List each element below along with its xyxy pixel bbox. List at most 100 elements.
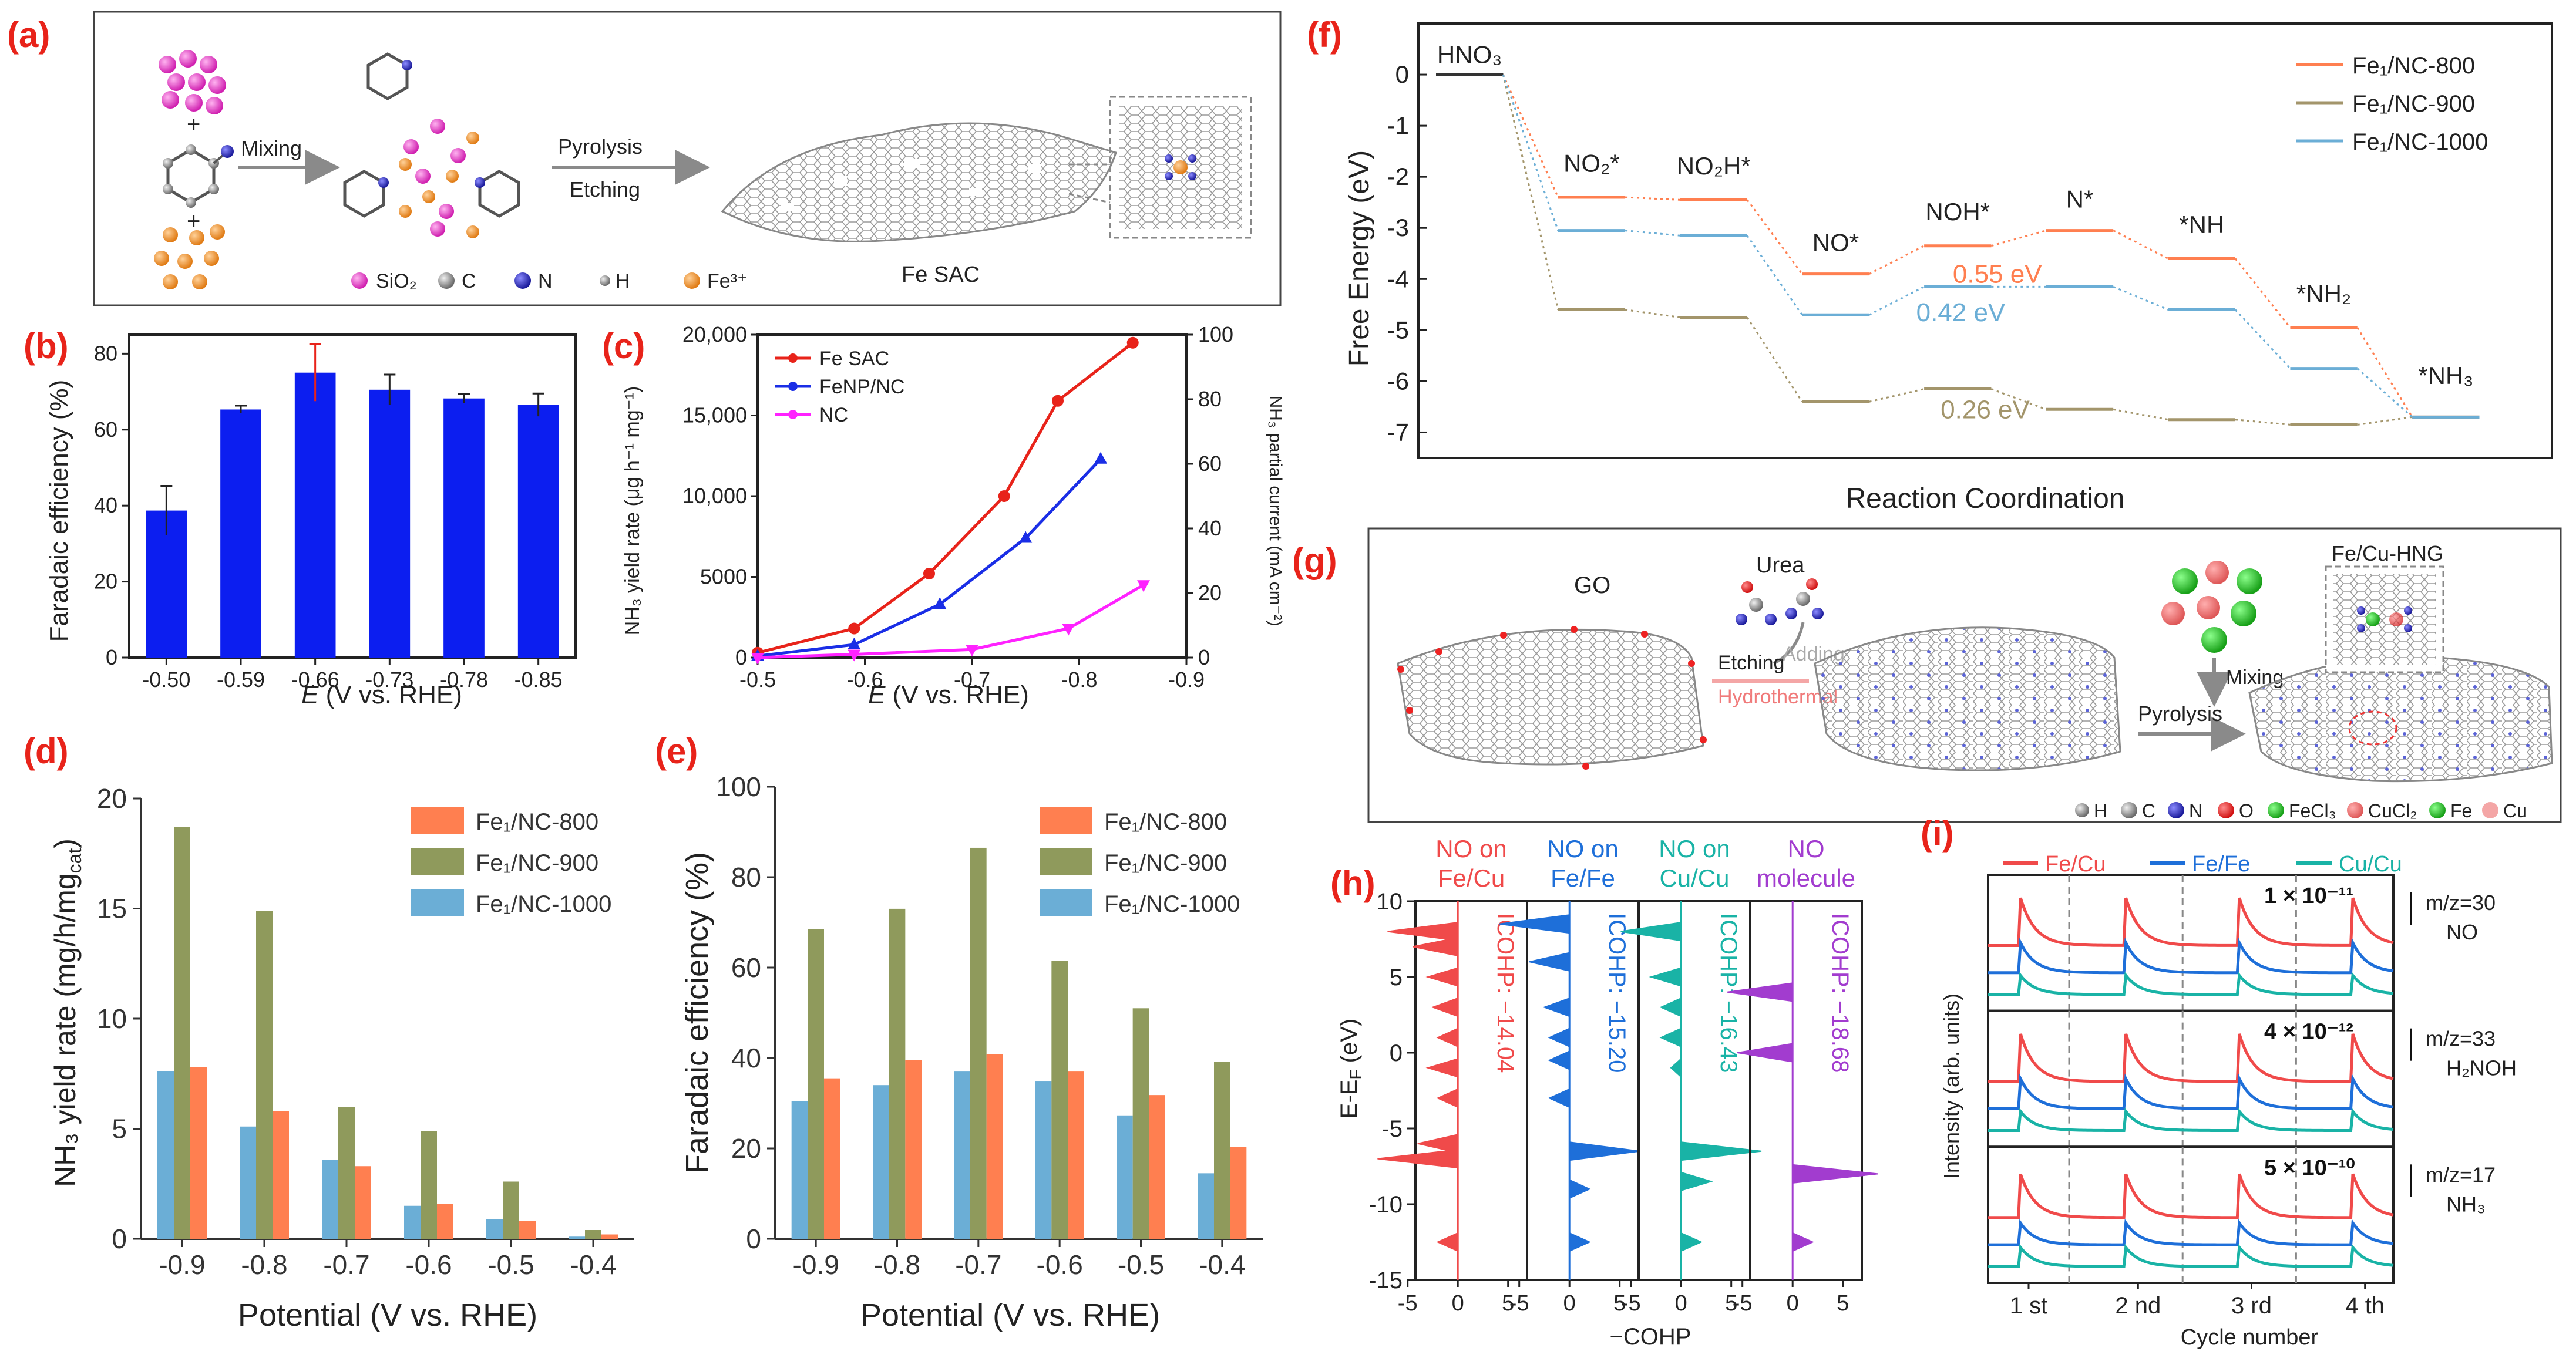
ms-trace [1988, 1219, 2394, 1246]
svg-text:SiO₂: SiO₂ [376, 270, 417, 292]
ms-trace [1988, 1033, 2394, 1083]
legend-marker [788, 410, 798, 419]
data-point [848, 622, 860, 635]
x-tick-label: -0.66 [291, 668, 339, 692]
x-tick-label: -0.4 [1199, 1249, 1245, 1280]
legend-label: Fe₁/NC-900 [476, 850, 598, 876]
svg-text:Fe: Fe [2450, 800, 2472, 821]
ms-trace [1988, 972, 2394, 996]
y-tick-label: -1 [1387, 112, 1409, 139]
bar-1 [1051, 961, 1068, 1239]
y-tick-label: 0 [735, 645, 747, 669]
mz-label: m/z=30 [2426, 891, 2496, 915]
x-tick-label: -0.73 [365, 668, 413, 692]
y-tick-label: 10 [97, 1003, 127, 1034]
panel-d-ylabel: NH₃ yield rate (mg/h/mgcat) [49, 838, 85, 1187]
bar-2 [190, 1067, 207, 1239]
data-point [1062, 624, 1075, 636]
panel-b: (b) 0 20 40 60 80 -0.50 -0.59 -0.66 -0.73 -0.78 -0… [23, 326, 577, 709]
y-tick-label: 20,000 [682, 322, 747, 346]
connector [2113, 408, 2168, 421]
bar-2 [1230, 1147, 1247, 1239]
connector [2234, 258, 2291, 328]
bar-1 [338, 1107, 355, 1239]
x-tick-label: -0.9 [159, 1249, 205, 1280]
y-tick-label: 60 [731, 952, 761, 983]
panel-c-plot: 0 5000 10,000 15,000 20,000 0 20 40 60 80 100 -0.5 -… [682, 322, 1233, 692]
connector [1625, 196, 1680, 201]
species-label: H₂NOH [2446, 1056, 2517, 1080]
panel-f: (f) 0 -1 -2 -3 -4 -5 -6 -7 HNO₃ NO₂* NO₂H* NO* NOH* N… [1307, 15, 2553, 514]
connector [1868, 245, 1925, 275]
y2-tick-label: 0 [1198, 645, 1210, 669]
panel-c: (c) 0 5000 10,000 15,000 20,000 0 20 40 60 80 100 -… [602, 322, 1285, 709]
series-line-0 [757, 341, 1134, 655]
svg-text:Fe³⁺: Fe³⁺ [707, 270, 748, 292]
y-tick-label: 0 [1395, 60, 1409, 88]
legend-label: Cu/Cu [2339, 852, 2402, 877]
legend-swatch [411, 889, 464, 916]
svg-text:N: N [538, 270, 553, 292]
connector [1869, 388, 1925, 403]
cohp-curve [1377, 901, 1459, 1280]
mixed-precursor [343, 52, 520, 238]
urea-label: Urea [1756, 553, 1805, 578]
y-tick-label: 40 [94, 493, 117, 517]
y-tick-label: 0 [106, 645, 117, 669]
bar-1 [256, 911, 273, 1239]
svg-text:Cu: Cu [2503, 800, 2527, 821]
panel-i-xlabel: Cycle number [2181, 1325, 2319, 1350]
x-tick-label: -0.5 [739, 668, 776, 692]
bar [220, 409, 261, 658]
x-tick-label: 5 [1837, 1291, 1849, 1316]
x-tick-label: 0 [1675, 1291, 1687, 1316]
y-tick-label: 40 [731, 1043, 761, 1073]
urea-molecules [1736, 578, 1824, 625]
column-title: NO [1788, 835, 1825, 862]
connector [1502, 74, 1559, 310]
data-point [1019, 531, 1033, 543]
bar-1 [889, 908, 906, 1239]
y-tick-label: 5 [112, 1114, 127, 1144]
connector [1502, 74, 1559, 231]
panel-g-legend: H C N O FeCl₃ CuCl₂ Fe Cu [2075, 800, 2527, 821]
x-tick-label: 0 [1452, 1291, 1464, 1316]
y-tick-label: 10 [1377, 889, 1403, 915]
legend-label: NC [819, 404, 848, 426]
species-label: NO₂H* [1677, 152, 1751, 180]
panel-e-xlabel: Potential (V vs. RHE) [860, 1298, 1160, 1333]
y-tick-label: 0 [746, 1224, 761, 1254]
y-tick-label: 5000 [700, 565, 747, 589]
x-tick-label: -0.7 [323, 1249, 369, 1280]
bar-0 [954, 1071, 970, 1239]
y2-tick-label: 100 [1198, 322, 1233, 346]
legend-swatch [1040, 807, 1092, 834]
go-label: GO [1574, 572, 1610, 598]
x-tick-label: -0.5 [1118, 1249, 1164, 1280]
svg-text:H: H [2094, 800, 2107, 821]
mz-label: m/z=33 [2426, 1027, 2496, 1051]
x-tick-label: -0.6 [846, 668, 883, 692]
bar-2 [1149, 1095, 1165, 1239]
y-tick-label: 0 [112, 1224, 127, 1254]
plus-sign-2: + [187, 208, 200, 234]
bar-1 [1132, 1008, 1149, 1239]
bar-1 [808, 929, 824, 1239]
data-point [1094, 451, 1107, 464]
legend-label: Fe₁/NC-800 [2352, 53, 2475, 79]
data-point [1052, 395, 1064, 407]
x-tick-label: -5 [1733, 1291, 1753, 1316]
connector [1746, 235, 1803, 316]
x-tick-label: -0.59 [217, 668, 265, 692]
y-tick-label: -5 [1387, 316, 1409, 343]
legend-label: Fe₁/NC-1000 [2352, 129, 2488, 155]
data-point [998, 490, 1010, 502]
legend-label: Fe₁/NC-800 [476, 809, 598, 835]
x-tick-label: -5 [1398, 1291, 1418, 1316]
y-tick-label: 0 [1390, 1040, 1403, 1066]
connector [2113, 230, 2169, 260]
legend-label: Fe₁/NC-900 [1104, 850, 1227, 876]
panel-c-xlabel: E (V vs. RHE) [868, 680, 1029, 709]
panel-label-f: (f) [1307, 15, 1342, 55]
